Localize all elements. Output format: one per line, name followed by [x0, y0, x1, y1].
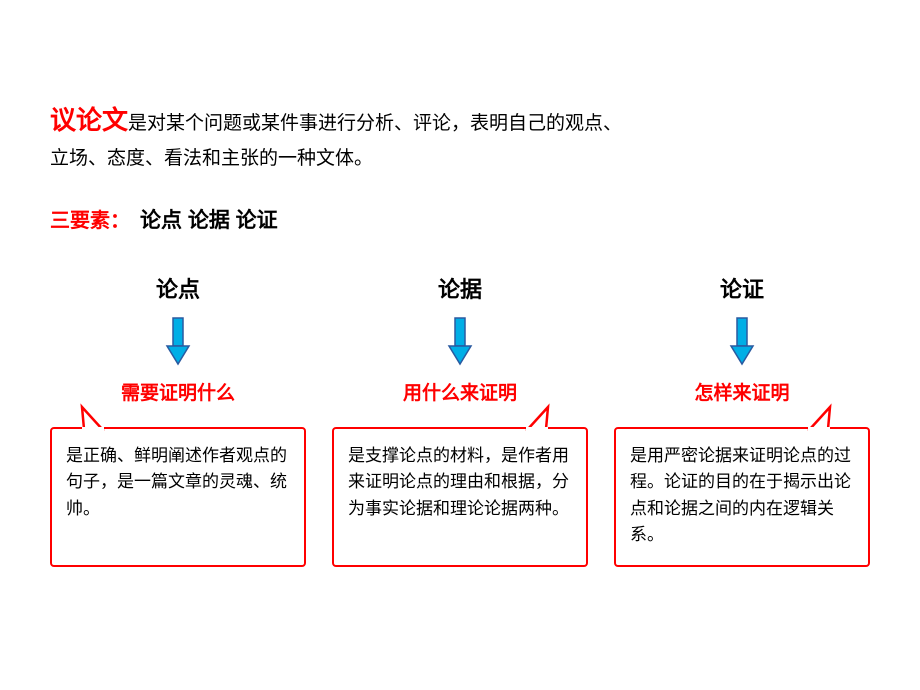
down-arrow-icon: [447, 316, 473, 366]
bubble-2: 是支撑论点的材料，是作者用来证明论点的理由和根据，分为事实论据和理论论据两种。: [332, 427, 588, 567]
bubble-1: 是正确、鲜明阐述作者观点的句子，是一篇文章的灵魂、统帅。: [50, 427, 306, 567]
bubble-wrap-3: 是用严密论据来证明论点的过程。论证的目的在于揭示出论点和论据之间的内在逻辑关系。: [614, 427, 870, 567]
bubble-pointer-icon: [804, 407, 834, 429]
col-question-1: 需要证明什么: [121, 378, 235, 405]
col-question-2: 用什么来证明: [403, 378, 517, 405]
bubble-wrap-1: 是正确、鲜明阐述作者观点的句子，是一篇文章的灵魂、统帅。: [50, 427, 306, 567]
col-title-1: 论点: [156, 272, 200, 304]
bubble-pointer-icon: [78, 407, 108, 429]
definition-text-1: 是对某个问题或某件事进行分析、评论，表明自己的观点、: [128, 108, 622, 135]
bubble-pointer-icon: [522, 407, 552, 429]
col-title-3: 论证: [720, 272, 764, 304]
definition-line-1: 议论文 是对某个问题或某件事进行分析、评论，表明自己的观点、: [50, 100, 870, 137]
elements-line: 三要素： 论点 论据 论证: [50, 204, 870, 234]
definition-line-2: 立场、态度、看法和主张的一种文体。: [50, 143, 870, 170]
down-arrow-icon: [729, 316, 755, 366]
elements-list: 论点 论据 论证: [140, 204, 278, 234]
columns-container: 论点 需要证明什么 是正确、鲜明阐述作者观点的句子，是一篇文章的灵魂、统帅。 论…: [50, 272, 870, 567]
definition-title: 议论文: [50, 100, 128, 137]
definition-text-2: 立场、态度、看法和主张的一种文体。: [50, 143, 373, 170]
col-title-2: 论据: [438, 272, 482, 304]
column-lunju: 论据 用什么来证明 是支撑论点的材料，是作者用来证明论点的理由和根据，分为事实论…: [332, 272, 588, 567]
down-arrow-icon: [165, 316, 191, 366]
col-question-3: 怎样来证明: [694, 378, 789, 405]
column-lundian: 论点 需要证明什么 是正确、鲜明阐述作者观点的句子，是一篇文章的灵魂、统帅。: [50, 272, 306, 567]
bubble-3: 是用严密论据来证明论点的过程。论证的目的在于揭示出论点和论据之间的内在逻辑关系。: [614, 427, 870, 567]
bubble-wrap-2: 是支撑论点的材料，是作者用来证明论点的理由和根据，分为事实论据和理论论据两种。: [332, 427, 588, 567]
elements-label: 三要素：: [50, 204, 130, 233]
column-lunzheng: 论证 怎样来证明 是用严密论据来证明论点的过程。论证的目的在于揭示出论点和论据之…: [614, 272, 870, 567]
